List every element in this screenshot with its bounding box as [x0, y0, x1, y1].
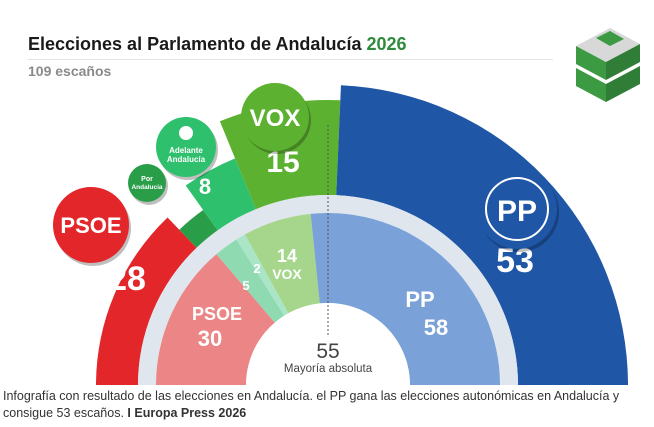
vox-badge-label: VOX: [250, 105, 301, 132]
inner-label-pp: 58: [424, 315, 448, 340]
por-andalucia-badge: [128, 164, 166, 202]
vox-badge: [241, 83, 309, 151]
center-hole: [246, 303, 410, 385]
outer-ring-2026: [96, 85, 629, 385]
outer-label-psoe: 28: [108, 260, 146, 298]
pp-badge-ring: [485, 177, 549, 241]
inner-ring-previous: [156, 213, 500, 385]
adelante-andalucia-badge: [156, 117, 216, 177]
pp-badge-label: PP: [497, 195, 537, 228]
chart-title-text: Elecciones al Parlamento de Andalucía: [28, 34, 362, 54]
psoe-badge-label: PSOE: [60, 213, 121, 238]
inner-tag-vox: VOX: [272, 266, 302, 282]
outer-label-adelante-andaluc-a: 8: [199, 174, 211, 199]
caption: Infografía con resultado de las eleccion…: [3, 388, 643, 422]
caption-text: Infografía con resultado de las eleccion…: [3, 389, 620, 420]
parliament-logo: [576, 28, 640, 102]
por-andalucia-badge-sublabel: Andalucía: [131, 184, 162, 191]
inner-label-psoe: 30: [198, 326, 222, 351]
inner-slice-vox: [244, 213, 320, 314]
outer-label-por-andaluc-a: 5: [170, 198, 181, 220]
inner-tag-psoe: PSOE: [192, 304, 242, 324]
adelante-badge-label: Adelante: [169, 146, 203, 155]
psoe-badge: [53, 187, 129, 263]
inner-label-por-andaluc-a: 5: [242, 278, 249, 293]
outer-slice-por-andaluc-a: [179, 209, 218, 248]
outer-slice-adelante-andaluc-a: [185, 158, 256, 231]
majority-label: Mayoría absoluta: [284, 363, 373, 375]
outer-label-vox: 15: [266, 146, 299, 179]
inner-slice-por-andaluc-a: [216, 239, 285, 323]
inner-label-adelante-andaluc-a: 2: [253, 261, 260, 276]
outer-slice-pp: [336, 85, 629, 385]
majority-value: 55: [316, 340, 339, 363]
inner-label-vox: 14: [277, 246, 297, 266]
chart-subtitle: 109 escaños: [28, 63, 112, 79]
pp-badge: [477, 169, 557, 249]
outer-slice-psoe: [96, 217, 197, 385]
adelante-badge-sublabel: Andalucía: [167, 155, 206, 164]
chart-title: Elecciones al Parlamento de Andalucía 20…: [28, 34, 407, 55]
inner-slice-adelante-andaluc-a: [236, 234, 289, 316]
por-andalucia-badge-label: Por: [141, 176, 153, 183]
caption-source: I Europa Press 2026: [127, 406, 247, 420]
adelante-star-icon: [179, 126, 193, 140]
inner-slice-psoe: [156, 254, 275, 385]
inner-tag-pp: PP: [405, 287, 434, 312]
title-rule: [28, 59, 553, 60]
inner-slice-pp: [310, 213, 500, 385]
chart-title-year: 2026: [366, 34, 407, 54]
